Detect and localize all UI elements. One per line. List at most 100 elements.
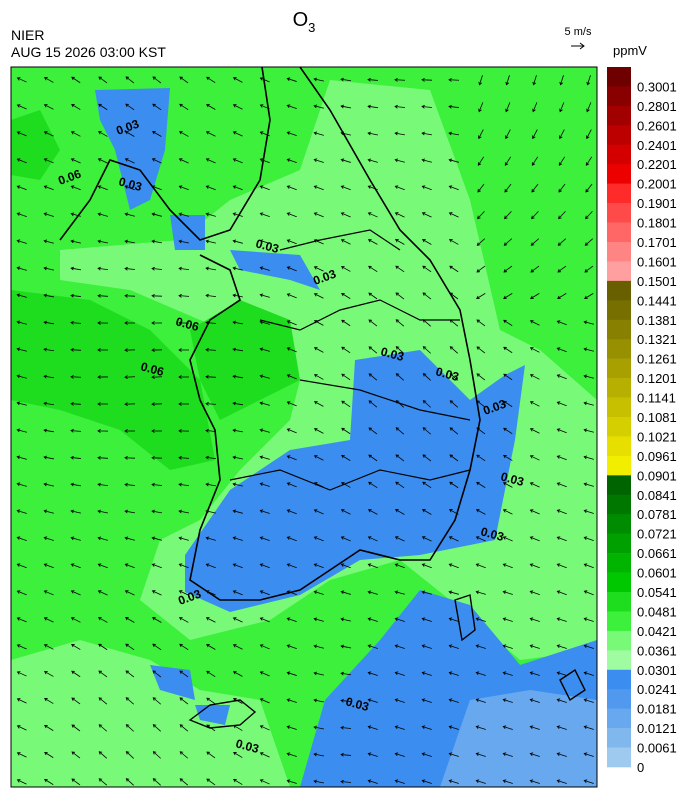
wind-arrow <box>367 617 378 622</box>
wind-arrow <box>179 76 189 84</box>
wind-arrow <box>367 536 378 542</box>
colorbar-label: 0.1701 <box>637 235 677 250</box>
wind-arrow <box>422 373 431 381</box>
wind-arrow <box>232 644 243 650</box>
wind-arrow <box>259 482 270 487</box>
wind-arrow <box>368 427 378 435</box>
wind-arrow <box>286 239 297 245</box>
wind-arrow <box>367 590 378 595</box>
wind-arrow <box>340 266 351 272</box>
wind-arrow <box>233 725 243 731</box>
wind-arrow <box>206 76 216 84</box>
wind-arrow <box>97 509 108 514</box>
wind-arrow <box>422 292 432 300</box>
wind-arrow <box>340 698 352 703</box>
wind-arrow <box>340 617 351 622</box>
colorbar-swatch <box>607 358 631 379</box>
wind-arrow <box>503 265 513 273</box>
contour-label: 0.03 <box>344 694 370 714</box>
wind-arrow <box>124 266 136 271</box>
wind-arrow <box>16 617 27 623</box>
wind-arrow <box>286 428 297 434</box>
wind-arrow <box>97 563 108 569</box>
wind-arrow <box>529 590 540 595</box>
wind-arrow <box>530 293 540 300</box>
wind-arrow <box>422 400 431 408</box>
wind-arrow <box>71 104 81 110</box>
wind-arrow <box>502 779 513 784</box>
wind-arrow <box>233 752 243 758</box>
wind-arrow <box>16 212 27 217</box>
colorbar-swatch <box>607 280 631 301</box>
wind-arrow <box>125 670 135 678</box>
wind-arrow <box>421 536 432 542</box>
wind-arrow <box>421 644 432 649</box>
wind-arrow <box>286 266 297 272</box>
wind-arrow <box>394 158 405 163</box>
wind-arrow <box>502 563 513 569</box>
wind-arrow <box>98 697 108 705</box>
wind-arrow <box>340 590 351 595</box>
wind-arrow <box>151 321 163 325</box>
wind-arrow <box>124 429 136 433</box>
colorbar-swatch <box>607 533 631 554</box>
wind-arrow <box>97 375 109 379</box>
wind-arrow <box>16 266 27 271</box>
wind-arrow <box>43 671 54 677</box>
wind-arrow <box>475 671 486 676</box>
field <box>11 290 215 470</box>
wind-arrow <box>367 644 378 649</box>
wind-arrow <box>44 751 54 758</box>
wind-arrow <box>98 76 108 84</box>
wind-arrow <box>478 129 484 140</box>
wind-arrow <box>97 239 108 244</box>
wind-arrow <box>16 725 27 731</box>
colorbar-label: 0.0181 <box>637 702 677 717</box>
wind-arrow <box>125 76 135 84</box>
wind-arrow <box>259 239 270 244</box>
wind-arrow <box>394 617 405 622</box>
wind-arrow <box>313 131 324 136</box>
wind-arrow <box>559 102 565 113</box>
wind-arrow <box>340 779 352 784</box>
wind-arrow <box>205 347 217 352</box>
contour-label: 0.03 <box>379 344 405 364</box>
wind-arrow <box>179 670 189 678</box>
wind-arrow <box>367 698 378 703</box>
wind-arrow <box>449 400 459 408</box>
colorbar-label: 0.2201 <box>637 157 677 172</box>
wind-arrow <box>205 374 217 379</box>
wind-arrow <box>97 455 109 460</box>
wind-arrow <box>394 77 406 82</box>
wind-arrow <box>583 320 594 325</box>
wind-arrow <box>259 590 270 596</box>
wind-arrow <box>475 563 486 569</box>
colorbar-swatch <box>607 86 631 107</box>
contour-label: 0.06 <box>139 359 165 379</box>
wind-arrow <box>151 266 163 271</box>
wind-arrow <box>556 347 567 353</box>
wind-arrow <box>478 75 483 86</box>
wind-arrow <box>97 617 108 623</box>
wind-arrow <box>530 265 540 273</box>
wind-arrow <box>313 617 324 622</box>
wind-arrow <box>340 752 352 757</box>
wind-arrow <box>529 671 540 676</box>
wind-arrow <box>448 725 459 730</box>
colorbar-label: 0.1141 <box>637 391 676 406</box>
wind-arrow <box>124 239 135 244</box>
wind-arrow <box>421 590 432 595</box>
wind-arrow <box>502 725 513 730</box>
contour-label: 0.03 <box>499 469 525 489</box>
colorbar-label: 0.3001 <box>637 79 677 94</box>
wind-arrow <box>475 725 486 730</box>
wind-arrow <box>558 211 566 220</box>
wind-arrow <box>448 671 459 676</box>
colorbar-label: 0.0301 <box>637 663 677 678</box>
wind-arrow <box>43 536 54 541</box>
wind-arrow <box>259 401 270 406</box>
colorbar-label: 0.0121 <box>637 721 677 736</box>
wind-arrow <box>556 671 567 676</box>
wind-arrow <box>124 456 136 460</box>
wind-arrow <box>504 183 512 193</box>
